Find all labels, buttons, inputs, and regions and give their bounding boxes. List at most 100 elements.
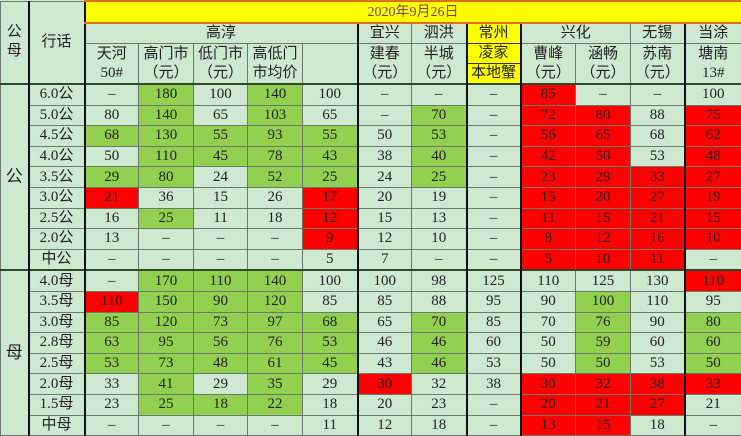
price-cell: 50: [576, 353, 631, 374]
price-cell: 50: [85, 146, 139, 167]
price-cell: 110: [631, 291, 685, 312]
grade-cell: 5.0公: [29, 105, 85, 126]
price-cell: 33: [85, 374, 139, 395]
price-cell: 50: [521, 333, 576, 354]
price-cell: 25: [412, 167, 467, 188]
column-header: 苏南（元）: [631, 44, 685, 85]
price-cell: 65: [358, 312, 412, 333]
price-cell: 85: [85, 312, 139, 333]
price-cell: –: [358, 105, 412, 126]
price-cell: 18: [303, 394, 358, 415]
price-cell: 22: [248, 394, 303, 415]
gender-header: 公母: [1, 1, 29, 84]
price-cell: 60: [631, 333, 685, 354]
column-header: [303, 44, 358, 85]
column-header-line: 涵畅: [576, 45, 630, 64]
price-cell: 20: [358, 394, 412, 415]
price-cell: 13: [412, 208, 467, 229]
price-cell: –: [631, 84, 685, 105]
price-cell: 110: [685, 270, 741, 291]
price-cell: 45: [303, 353, 358, 374]
grade-cell: 2.0公: [29, 229, 85, 250]
column-header-line: 市均价: [248, 64, 302, 83]
price-cell: 17: [303, 187, 358, 208]
price-cell: 100: [194, 84, 248, 105]
column-header-bendixie: 本地蟹: [467, 64, 521, 85]
price-cell: 23: [85, 394, 139, 415]
column-header-line: （元）: [412, 64, 466, 83]
price-cell: 85: [303, 291, 358, 312]
price-cell: 16: [85, 208, 139, 229]
price-cell: 12: [576, 229, 631, 250]
price-cell: –: [467, 229, 521, 250]
grade-cell: 3.0公: [29, 187, 85, 208]
price-cell: 95: [467, 291, 521, 312]
price-cell: 80: [685, 312, 741, 333]
price-cell: 59: [576, 333, 631, 354]
price-cell: 27: [685, 167, 741, 188]
price-cell: 130: [139, 126, 194, 147]
gender-header-male: 公: [1, 23, 28, 42]
column-header-line: （元）: [522, 64, 576, 83]
price-cell: –: [248, 249, 303, 270]
price-cell: 18: [248, 208, 303, 229]
price-cell: 5: [521, 249, 576, 270]
price-cell: –: [85, 270, 139, 291]
column-header-line: 曹峰: [522, 45, 576, 64]
price-cell: 68: [303, 312, 358, 333]
price-cell: 62: [685, 126, 741, 147]
grade-cell: 2.0母: [29, 374, 85, 395]
column-header: 建春（元）: [358, 44, 412, 85]
price-cell: 130: [631, 270, 685, 291]
price-cell: 21: [685, 394, 741, 415]
price-cell: 70: [412, 105, 467, 126]
price-cell: 32: [576, 374, 631, 395]
column-header-line: 13#: [686, 64, 741, 83]
price-cell: –: [85, 249, 139, 270]
price-cell: 120: [139, 312, 194, 333]
region-yixing: 宜兴: [358, 23, 412, 44]
price-cell: 53: [412, 126, 467, 147]
price-cell: 85: [521, 84, 576, 105]
price-cell: 53: [631, 353, 685, 374]
region-dangtu: 当涂: [685, 23, 741, 44]
price-cell: –: [685, 249, 741, 270]
price-cell: 20: [358, 187, 412, 208]
price-cell: 100: [576, 291, 631, 312]
price-cell: 50: [576, 146, 631, 167]
price-cell: 15: [521, 187, 576, 208]
grade-cell: 2.8母: [29, 333, 85, 354]
price-cell: 27: [631, 394, 685, 415]
price-cell: 15: [194, 187, 248, 208]
price-cell: 56: [194, 333, 248, 354]
price-cell: 11: [194, 208, 248, 229]
price-cell: 19: [685, 187, 741, 208]
price-cell: 60: [685, 333, 741, 354]
column-header-line: （元）: [194, 64, 247, 83]
date-title: 2020年9月26日: [85, 1, 741, 23]
price-cell: 90: [194, 291, 248, 312]
column-header-line: （元）: [576, 64, 630, 83]
price-cell: 48: [194, 353, 248, 374]
price-cell: 80: [576, 105, 631, 126]
price-cell: 10: [685, 229, 741, 250]
price-cell: 95: [139, 333, 194, 354]
price-cell: 53: [303, 333, 358, 354]
grade-cell: 中公: [29, 249, 85, 270]
price-cell: 88: [412, 291, 467, 312]
column-header-line: 半城: [412, 45, 466, 64]
price-cell: 33: [685, 374, 741, 395]
gender-group-label: 母: [1, 270, 29, 435]
column-header-line: 低门市: [194, 45, 247, 64]
column-header-line: 建春: [359, 45, 412, 64]
